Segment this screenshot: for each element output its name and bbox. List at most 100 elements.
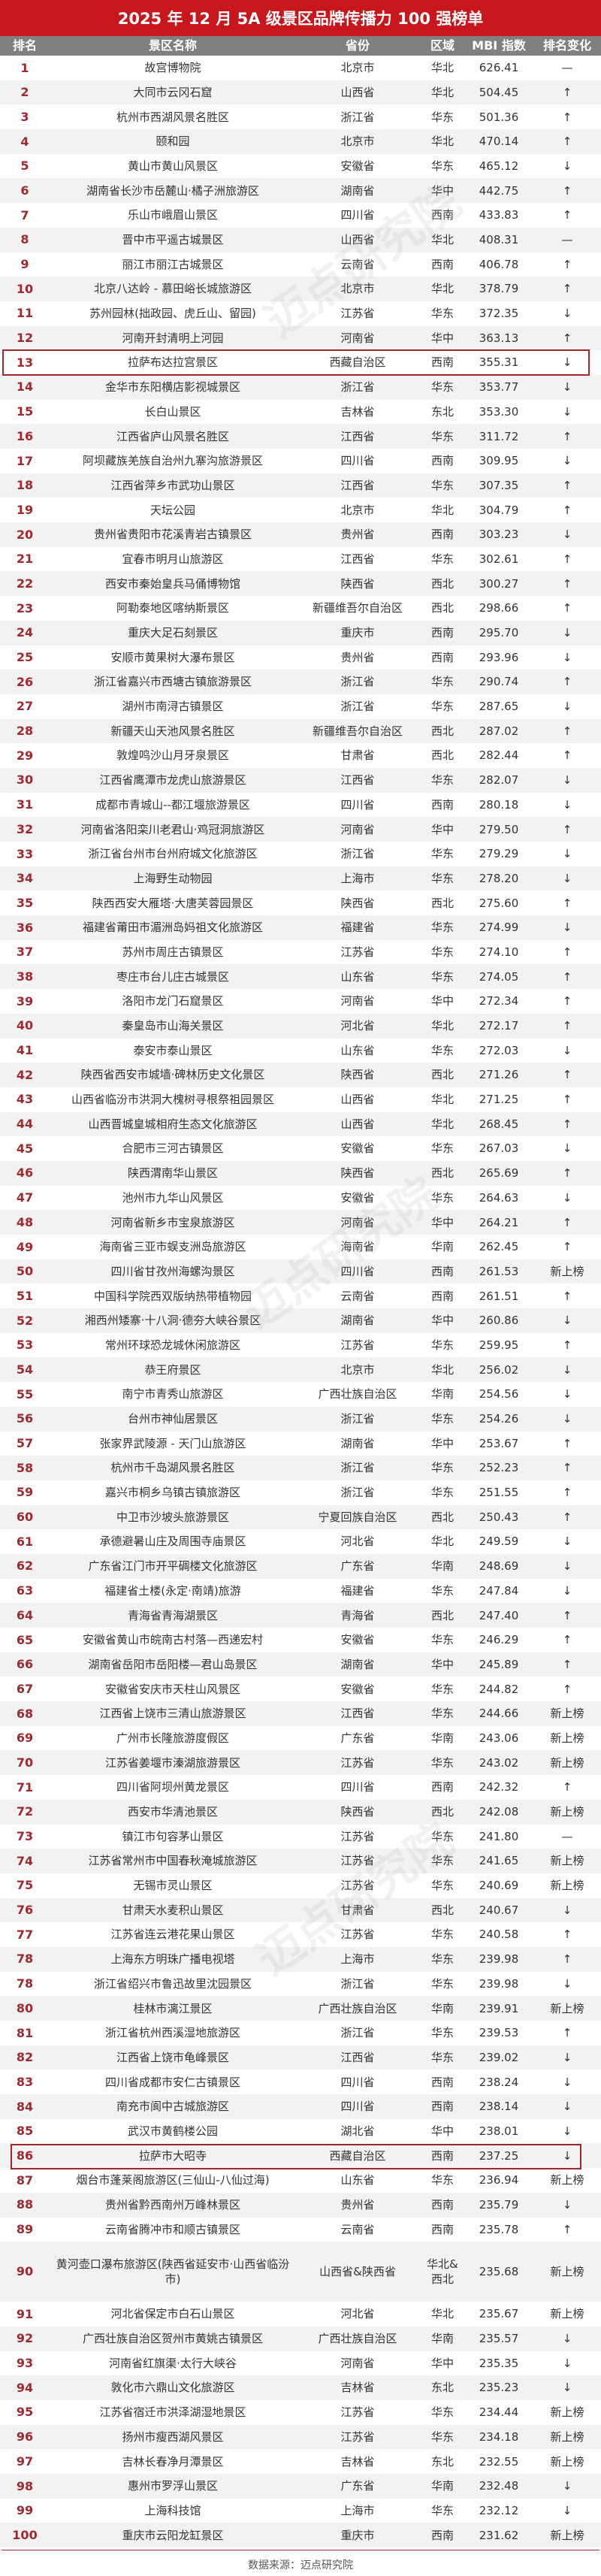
rank-cell: 57 bbox=[16, 1436, 34, 1451]
region-cell: 华东 bbox=[430, 159, 454, 173]
scenic-name-cell: 扬州市瘦西湖风景区 bbox=[122, 2429, 224, 2444]
mbi-cell: 234.44 bbox=[479, 2405, 519, 2420]
rank-change-cell: ↓ bbox=[562, 2479, 572, 2493]
province-cell: 广东省 bbox=[340, 2479, 375, 2493]
rank-change-cell: ↑ bbox=[562, 1436, 572, 1450]
rank-cell: 5 bbox=[20, 159, 29, 174]
region-cell: 西南 bbox=[430, 1264, 454, 1278]
mbi-cell: 235.23 bbox=[479, 2381, 519, 2395]
table-row: 83 四川省成都市安仁古镇景区 四川省 西南 238.24 ↓ bbox=[0, 2070, 601, 2094]
scenic-name-cell: 新疆天山天池风景名胜区 bbox=[110, 724, 235, 738]
rank-change-cell: ↓ bbox=[562, 1903, 572, 1917]
rank-change-cell: ↑ bbox=[562, 1608, 572, 1622]
region-cell: 华中 bbox=[430, 994, 454, 1008]
province-cell: 湖南省 bbox=[340, 1314, 375, 1328]
rank-cell: 7 bbox=[20, 207, 29, 222]
scenic-name-cell: 福建省土楼(永定·南靖)旅游 bbox=[104, 1583, 241, 1598]
rank-change-cell: 新上榜 bbox=[550, 1854, 584, 1868]
rank-cell: 18 bbox=[16, 478, 34, 493]
rank-cell: 9 bbox=[20, 257, 29, 272]
rank-change-cell: ↓ bbox=[562, 2075, 572, 2089]
rank-cell: 11 bbox=[16, 306, 34, 321]
table-row: 19 天坛公园 北京市 华北 304.79 ↑ bbox=[0, 497, 601, 522]
rank-cell: 94 bbox=[16, 2380, 34, 2395]
rank-cell: 2 bbox=[20, 85, 29, 100]
region-cell: 华北 bbox=[430, 85, 454, 99]
rank-change-cell: ↑ bbox=[562, 1633, 572, 1647]
scenic-name-cell: 山西省临汾市洪洞大槐树寻根祭祖园景区 bbox=[71, 1093, 274, 1107]
province-cell: 吉林省 bbox=[340, 2381, 375, 2395]
province-cell: 陕西省 bbox=[340, 1068, 375, 1082]
province-cell: 江苏省 bbox=[340, 2429, 375, 2444]
region-cell: 华北 bbox=[430, 282, 454, 296]
mbi-cell: 239.02 bbox=[479, 2050, 519, 2064]
province-cell: 北京市 bbox=[340, 503, 375, 517]
table-row: 93 河南省红旗渠·太行大峡谷 河南省 华中 235.35 ↓ bbox=[0, 2351, 601, 2376]
rank-change-cell: ↑ bbox=[562, 1682, 572, 1696]
mbi-cell: 232.48 bbox=[479, 2479, 519, 2493]
mbi-cell: 442.75 bbox=[479, 183, 519, 198]
table-row: 27 湖州市南浔古镇景区 浙江省 华东 287.65 ↓ bbox=[0, 694, 601, 719]
header-rank: 排名 bbox=[12, 38, 37, 53]
mbi-cell: 274.05 bbox=[479, 969, 519, 984]
scenic-name-cell: 张家界武陵源 - 天门山旅游区 bbox=[99, 1436, 246, 1450]
header-change: 排名变化 bbox=[542, 38, 591, 53]
region-cell: 西北 bbox=[430, 1510, 454, 1524]
region-cell: 华东 bbox=[430, 945, 454, 959]
scenic-name-cell: 成都市青城山--都江堰旅游景区 bbox=[95, 797, 250, 812]
mbi-cell: 260.86 bbox=[479, 1314, 519, 1328]
region-cell: 华北 bbox=[430, 1019, 454, 1033]
scenic-name-cell: 江苏省姜堰市溱湖旅游景区 bbox=[104, 1755, 240, 1770]
table-row: 26 浙江省嘉兴市西塘古镇旅游景区 浙江省 华东 290.74 ↑ bbox=[0, 670, 601, 694]
region-cell: 西北 bbox=[430, 724, 454, 738]
table-row: 90 黄河壶口瀑布旅游区(陕西省延安市·山西省临汾市) 山西省&陕西省 华北&西北 23… bbox=[0, 2242, 601, 2302]
rank-cell: 8 bbox=[20, 232, 29, 247]
scenic-name-cell: 江西省鹰潭市龙虎山旅游景区 bbox=[99, 773, 246, 788]
mbi-cell: 287.65 bbox=[479, 700, 519, 714]
rank-change-cell: ↓ bbox=[562, 1412, 572, 1426]
rank-cell: 34 bbox=[16, 871, 34, 886]
mbi-cell: 231.62 bbox=[479, 2528, 519, 2542]
province-cell: 四川省 bbox=[340, 1264, 375, 1278]
region-cell: 华中 bbox=[430, 183, 454, 198]
province-cell: 吉林省 bbox=[340, 404, 375, 419]
table-row: 31 成都市青城山--都江堰旅游景区 四川省 西南 280.18 ↓ bbox=[0, 793, 601, 818]
scenic-name-cell: 安徽省安庆市天柱山风景区 bbox=[104, 1682, 240, 1696]
rank-cell: 48 bbox=[16, 1214, 34, 1229]
scenic-name-cell: 颐和园 bbox=[156, 135, 190, 149]
rank-change-cell: ↑ bbox=[562, 822, 572, 836]
table-row: 21 宜春市明月山旅游区 江西省 华东 302.61 ↑ bbox=[0, 547, 601, 572]
rank-cell: 75 bbox=[16, 1878, 34, 1893]
region-cell: 华中 bbox=[430, 1657, 454, 1671]
mbi-cell: 268.45 bbox=[479, 1117, 519, 1131]
mbi-cell: 309.95 bbox=[479, 454, 519, 468]
scenic-name-cell: 洛阳市龙门石窟景区 bbox=[122, 994, 224, 1008]
rank-change-cell: 新上榜 bbox=[550, 2405, 584, 2420]
table-row: 56 台州市神仙居景区 浙江省 华东 254.26 ↓ bbox=[0, 1406, 601, 1432]
province-cell: 浙江省 bbox=[340, 1976, 375, 1991]
rank-cell: 84 bbox=[16, 2099, 34, 2114]
scenic-name-cell: 西安市秦始皇兵马俑博物馆 bbox=[104, 576, 240, 591]
rank-change-cell: ↓ bbox=[562, 1559, 572, 1574]
region-cell: 西北 bbox=[430, 1608, 454, 1622]
mbi-cell: 242.08 bbox=[479, 1805, 519, 1819]
mbi-cell: 378.79 bbox=[479, 282, 519, 296]
mbi-cell: 272.03 bbox=[479, 1043, 519, 1057]
table-row: 92 广西壮族自治区贺州市黄姚古镇景区 广西壮族自治区 华南 235.57 ↓ bbox=[0, 2326, 601, 2351]
region-cell: 华中 bbox=[430, 1436, 454, 1450]
province-cell: 浙江省 bbox=[340, 1486, 375, 1500]
rank-change-cell: ↓ bbox=[562, 921, 572, 935]
rank-cell: 35 bbox=[16, 895, 34, 910]
rank-cell: 12 bbox=[16, 331, 34, 346]
scenic-name-cell: 无锡市灵山景区 bbox=[133, 1879, 213, 1893]
province-cell: 广西壮族自治区 bbox=[318, 2001, 397, 2015]
rank-cell: 61 bbox=[16, 1534, 34, 1549]
mbi-cell: 626.41 bbox=[479, 61, 519, 75]
rank-cell: 65 bbox=[16, 1632, 34, 1647]
data-source: 数据来源：迈点研究院 bbox=[248, 2559, 353, 2571]
table-row: 50 四川省甘孜州海螺沟景区 四川省 西南 261.53 新上榜 bbox=[0, 1259, 601, 1284]
rank-cell: 6 bbox=[20, 183, 29, 198]
rank-change-cell: ↑ bbox=[562, 503, 572, 517]
table-row: 16 江西省庐山风景名胜区 江西省 华东 311.72 ↑ bbox=[0, 424, 601, 449]
table-row: 59 嘉兴市桐乡乌镇古镇旅游区 浙江省 华东 251.55 ↑ bbox=[0, 1480, 601, 1505]
